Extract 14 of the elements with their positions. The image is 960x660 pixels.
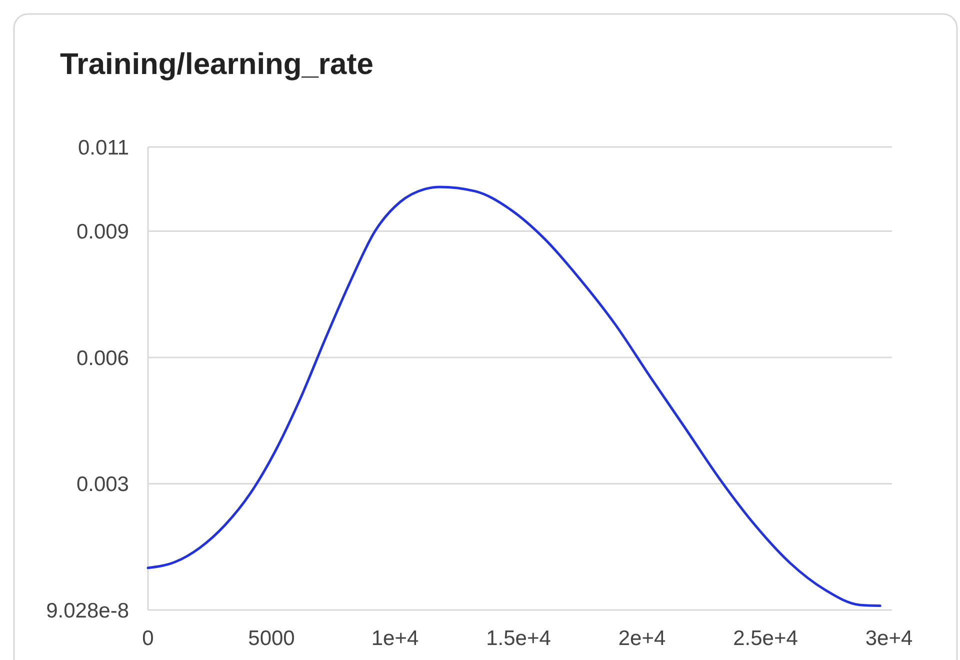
x-tick-label: 2e+4 (618, 627, 666, 650)
x-tick-label: 0 (142, 627, 154, 650)
y-tick-label: 0.011 (78, 136, 129, 160)
x-tick-label: 5000 (248, 627, 295, 650)
line-series (146, 186, 882, 608)
x-tick-label: 3e+4 (865, 627, 913, 650)
y-tick-label: 9.028e-8 (46, 599, 129, 622)
x-tick-label: 2.5e+4 (733, 627, 798, 650)
y-tick-label: 0.009 (76, 220, 129, 244)
chart-title: Training/learning_rate (60, 48, 374, 81)
x-tick-label: 1.5e+4 (486, 627, 552, 650)
x-tick-label: 1e+4 (371, 627, 419, 650)
y-tick-label: 0.003 (76, 473, 129, 496)
y-tick-label: 0.006 (76, 346, 129, 370)
